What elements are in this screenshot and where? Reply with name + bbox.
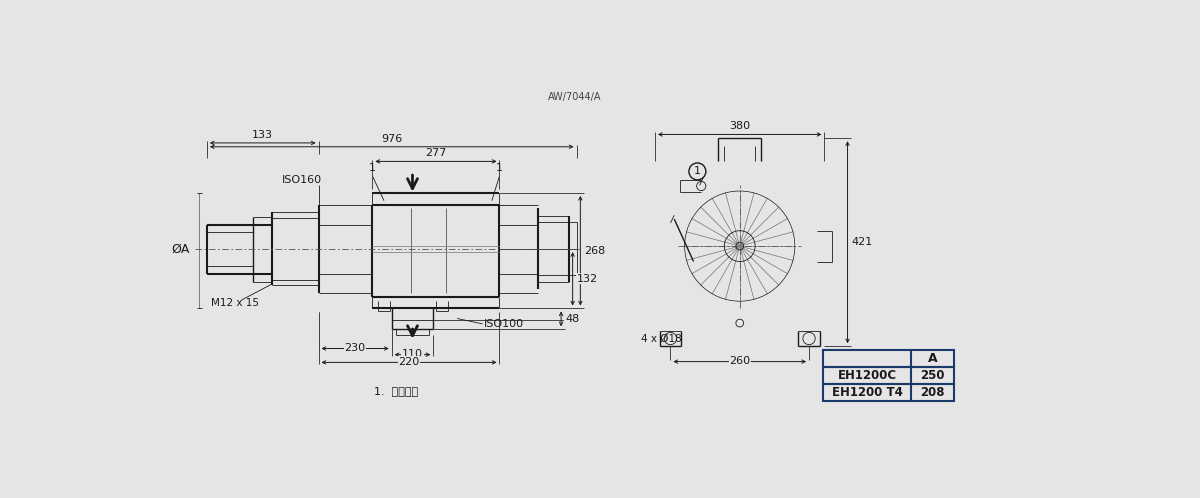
Text: 380: 380 [730,122,750,131]
Text: AW/7044/A: AW/7044/A [548,92,601,102]
Text: ISO100: ISO100 [484,319,524,329]
Text: 268: 268 [584,246,606,255]
Text: 230: 230 [344,343,366,353]
Text: 132: 132 [576,274,598,284]
Bar [823,350,954,367]
Bar [823,367,954,384]
Text: 1: 1 [694,166,701,176]
Text: 421: 421 [851,237,872,247]
Text: 1: 1 [368,163,376,173]
Text: 1: 1 [496,163,503,173]
Bar [324,263,338,275]
Text: 220: 220 [398,357,420,367]
Text: 1.  起重螺栓: 1. 起重螺栓 [374,386,418,396]
Text: EH1200 T4: EH1200 T4 [832,386,902,399]
Text: 133: 133 [252,130,274,140]
Text: EH1200C: EH1200C [838,369,896,382]
Text: 110: 110 [402,349,422,359]
Text: ISO160: ISO160 [282,175,323,185]
Bar [508,232,521,245]
Text: 260: 260 [730,356,750,366]
Text: 208: 208 [920,386,944,399]
Bar [823,384,954,401]
Text: M12 x 15: M12 x 15 [211,298,259,308]
Bar [324,232,338,245]
Text: A: A [928,352,937,365]
Text: 250: 250 [920,369,944,382]
Bar [508,248,521,260]
Text: ØA: ØA [172,243,190,255]
Bar [324,248,338,260]
Text: 277: 277 [425,148,446,158]
Text: 4 x Ø18: 4 x Ø18 [641,334,682,344]
Text: 48: 48 [565,314,580,324]
Text: 976: 976 [382,133,402,144]
